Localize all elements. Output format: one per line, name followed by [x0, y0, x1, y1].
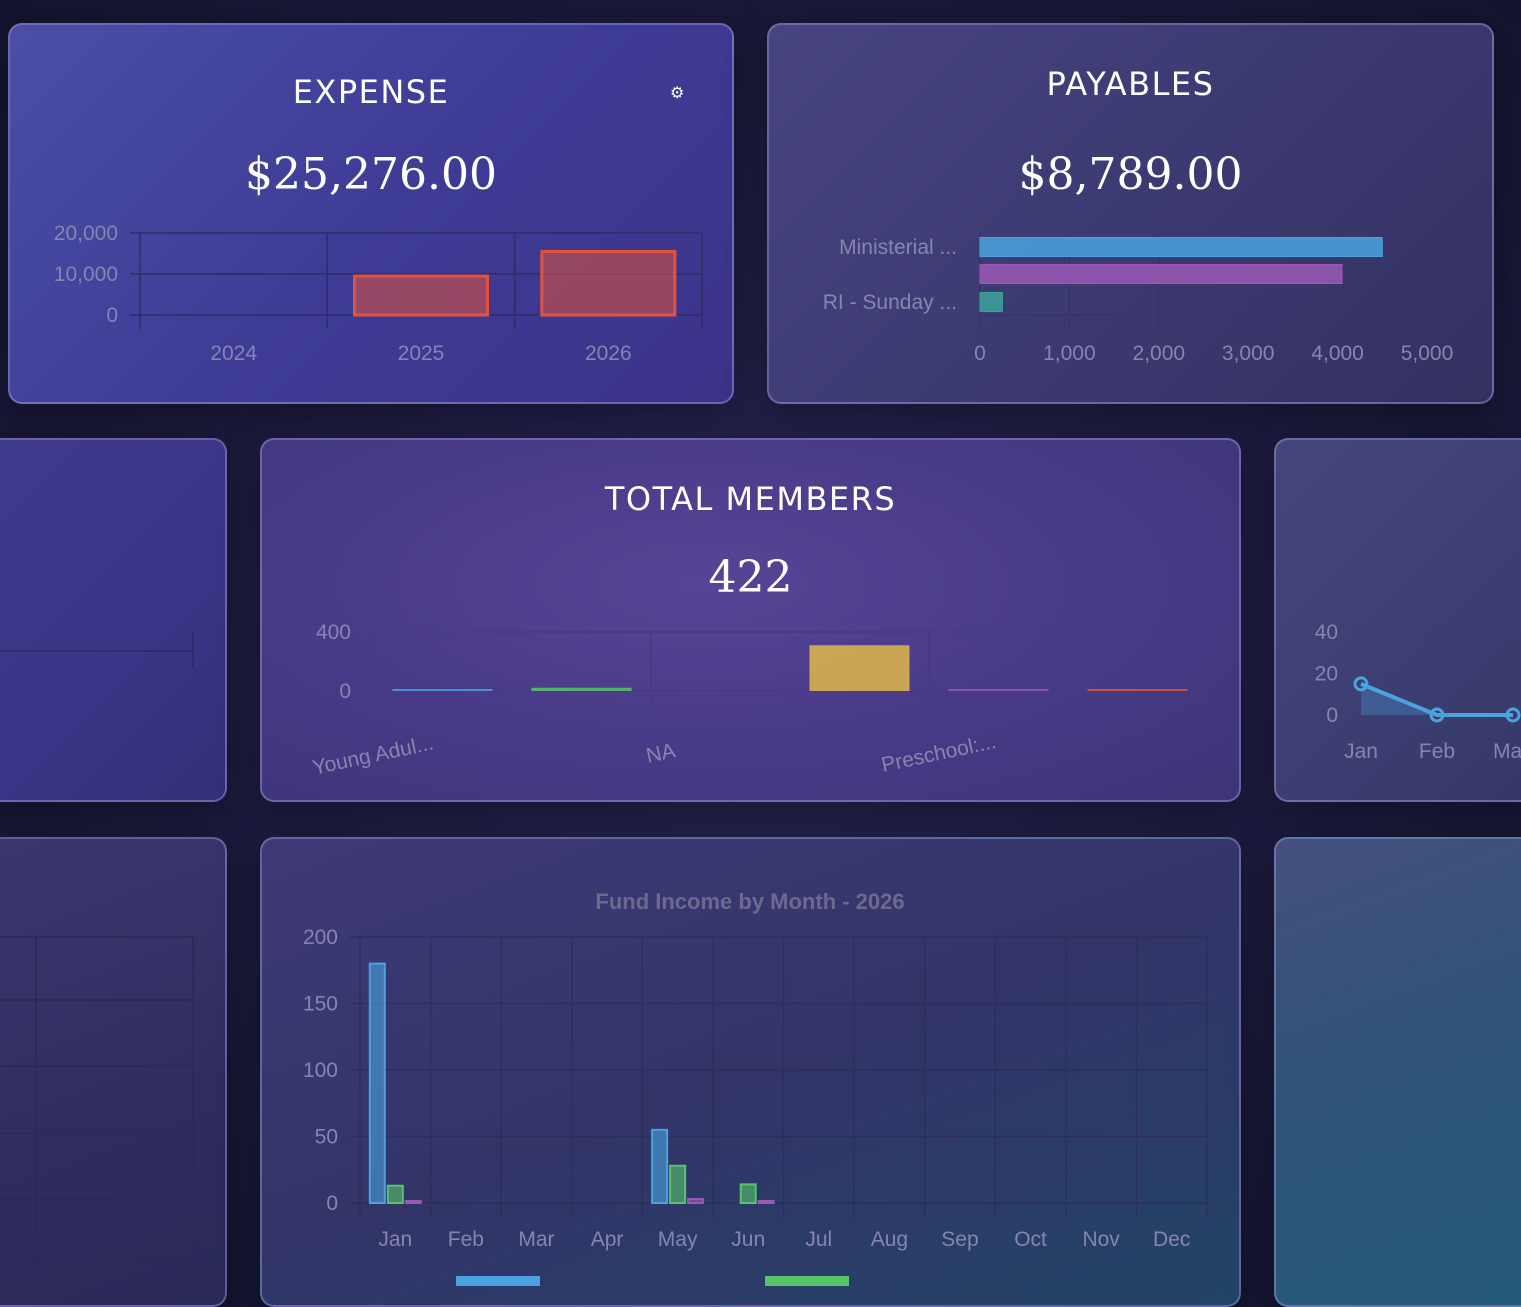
fund-income-title: Fund Income by Month - 2026 [595, 889, 904, 914]
line-series [1360, 682, 1513, 717]
payables-bar [979, 237, 1383, 257]
line-point [1353, 676, 1369, 692]
expense-amount: $25,276.00 [245, 149, 497, 200]
x-tick-label: Oct [1014, 1228, 1047, 1251]
x-tick-label: Apr [591, 1228, 624, 1251]
fund-income-bar [669, 1164, 687, 1205]
x-tick-label: Dec [1153, 1228, 1190, 1251]
members-bar [948, 689, 1049, 691]
x-tick-label: Mar [518, 1228, 554, 1251]
line-area [1361, 683, 1513, 715]
x-tick-label: Jan [378, 1228, 412, 1251]
y-tick-label: 10,000 [54, 263, 118, 286]
y-tick-label: 150 [303, 993, 338, 1016]
y-tick-label: 200 [303, 926, 338, 949]
x-tick-label: Feb [1419, 740, 1455, 763]
partial-card-right-bottom [1274, 837, 1521, 1307]
payables-amount: $8,789.00 [1018, 149, 1243, 200]
x-tick-label: May [658, 1228, 698, 1251]
line-point [1429, 707, 1445, 723]
x-tick-label: Jul [805, 1228, 832, 1251]
y-tick-label: 400 [316, 621, 351, 644]
y-tick-label: Ministerial ... [839, 236, 957, 259]
fund-income-bar [651, 1128, 669, 1204]
y-tick-label: 0 [106, 304, 118, 327]
x-tick-label: Sep [941, 1228, 978, 1251]
fund-income-bar [404, 1200, 422, 1204]
gear-icon[interactable]: ⚙ [670, 85, 685, 102]
total-members-title: TOTAL MEMBERS [604, 480, 897, 518]
y-tick-label: RI - Sunday ... [823, 291, 957, 314]
y-tick-label: 20 [1315, 663, 1338, 686]
expense-title: EXPENSE [292, 73, 450, 111]
x-tick-label: Aug [871, 1228, 908, 1251]
members-bar [392, 689, 493, 691]
x-tick-label: Jan [1344, 740, 1378, 763]
members-bar [809, 645, 910, 691]
total-members-count: 422 [708, 552, 793, 603]
expense-bar [540, 249, 677, 317]
y-tick-label: 0 [326, 1192, 338, 1215]
x-tick-label: Nov [1082, 1228, 1120, 1251]
x-tick-label: 2025 [398, 342, 445, 365]
expense-bar [352, 274, 490, 317]
x-tick-label: Jun [731, 1228, 765, 1251]
x-tick-label: Ma [1493, 740, 1521, 763]
fund-income-bar [757, 1200, 775, 1204]
y-tick-label: 100 [303, 1059, 338, 1082]
fund-income-bar [739, 1183, 757, 1205]
x-tick-label: 4,000 [1311, 342, 1364, 365]
y-tick-label: 20,000 [54, 222, 118, 245]
x-tick-label: 0 [974, 342, 986, 365]
total-members-card: TOTAL MEMBERS 422 [260, 438, 1241, 802]
x-tick-label: 2024 [210, 342, 257, 365]
payables-title: PAYABLES [1046, 65, 1215, 103]
x-tick-label: Feb [448, 1228, 484, 1251]
y-tick-label: 0 [339, 680, 351, 703]
fund-income-bar [687, 1198, 705, 1205]
fund-income-bar [368, 962, 386, 1204]
y-tick-label: 0 [1326, 704, 1338, 727]
x-tick-label: 1,000 [1043, 342, 1096, 365]
partial-card-left-bottom [0, 837, 227, 1307]
partial-card-left-middle [0, 438, 227, 802]
x-tick-label: 3,000 [1222, 342, 1275, 365]
members-bar [1087, 689, 1188, 691]
y-tick-label: 50 [315, 1126, 338, 1149]
payables-card: PAYABLES $8,789.00 [767, 23, 1494, 404]
x-tick-label: 5,000 [1401, 342, 1454, 365]
partial-card-right-middle [1274, 438, 1521, 802]
x-tick-label: 2026 [585, 342, 632, 365]
payables-bar [979, 264, 1343, 284]
y-tick-label: 40 [1315, 621, 1338, 644]
members-bar [531, 687, 632, 691]
x-tick-label: 2,000 [1133, 342, 1186, 365]
payables-bar [979, 292, 1003, 312]
expense-card: EXPENSE ⚙ $25,276.00 [8, 23, 734, 404]
fund-income-bar [386, 1184, 404, 1204]
line-point [1505, 707, 1521, 723]
